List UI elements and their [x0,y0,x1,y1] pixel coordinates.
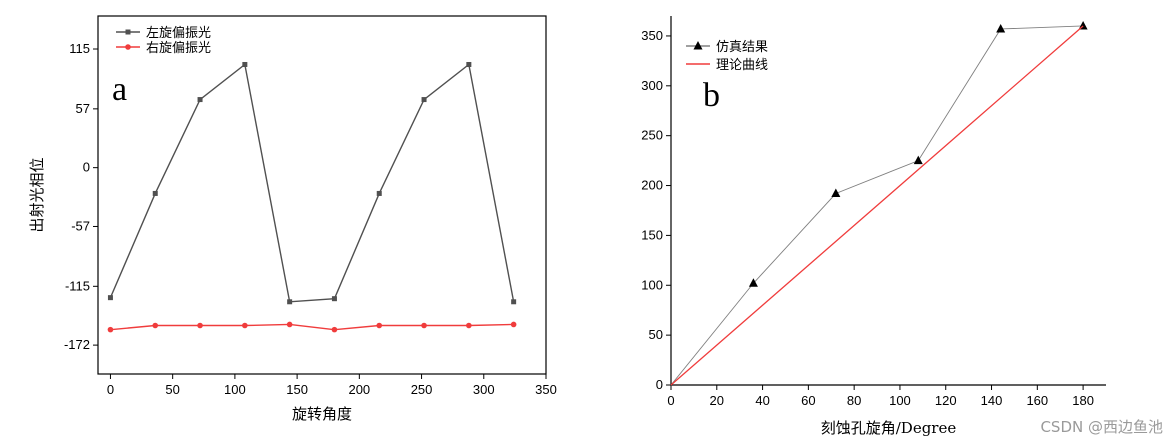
y-tick-label: 350 [641,28,663,43]
data-point-square [466,61,472,67]
plot-frame [97,15,547,375]
y-tick-label: 150 [641,227,663,242]
data-point-circle [152,322,159,329]
data-point-circle [421,322,427,329]
data-point-square [376,190,382,196]
x-tick-label: 350 [535,382,557,397]
y-tick-label: 200 [641,178,663,193]
x-axis-title: 旋转角度 [292,405,352,423]
chart-panel-b: 0 20 40 60 80 100 120 140 160 180 0 50 100 150 200 250 3… [641,16,1106,437]
x-tick-label: 60 [801,393,815,408]
data-point-square [331,296,337,302]
series-line-1 [670,25,1084,386]
x-tick-label: 140 [981,393,1003,408]
y-tick-label: 300 [641,78,663,93]
series-line-2 [670,25,1084,386]
data-point-square [107,295,113,301]
y-tick-label: 57 [76,101,90,116]
legend-label: 右旋偏振光 [146,41,211,56]
x-tick-label: 80 [847,393,861,408]
legend-marker [125,44,131,50]
data-point-square [152,190,158,196]
data-point-circle [197,322,203,329]
watermark: CSDN @西边鱼池 [1040,418,1163,436]
x-tick-label: 250 [411,382,433,397]
x-tick-label: 160 [1026,393,1048,408]
data-point-square [287,299,293,305]
data-point-circle [466,322,472,329]
x-tick-label: 100 [224,382,246,397]
data-point-square [511,299,517,305]
x-tick-label: 180 [1072,393,1094,408]
panel-label: b [703,77,720,114]
series-line-1 [109,63,515,303]
data-point-square [197,97,203,103]
data-point-circle [286,321,293,328]
legend-label: 仿真结果 [716,40,768,55]
x-tick-label: 40 [755,393,769,408]
panel-label: a [112,71,127,108]
legend-marker [693,41,703,50]
x-tick-label: 0 [107,382,114,397]
x-tick-label: 100 [889,393,911,408]
chart-panel-a: 0 50 100 150 200 250 300 350 115 57 0 -57 -115 -172 旋转… [28,15,557,423]
data-point-circle [510,321,517,328]
x-axis-title: 刻蚀孔旋角/Degree [821,419,957,437]
y-tick-label: 50 [649,327,663,342]
data-point-square [421,97,427,103]
data-point-triangle [831,188,841,198]
y-tick-label: -172 [64,337,90,352]
legend-label: 左旋偏振光 [146,26,211,41]
x-tick-label: 20 [710,393,724,408]
y-tick-label: -57 [71,218,90,233]
data-point-triangle [996,23,1006,33]
data-point-circle [331,326,338,333]
data-point-circle [242,322,248,329]
y-tick-label: 100 [641,277,663,292]
data-point-circle [376,322,383,329]
y-tick-label: -115 [65,278,90,293]
legend-marker [125,29,131,35]
x-tick-label: 120 [935,393,957,408]
y-tick-label: 0 [83,160,90,175]
data-point-triangle [913,155,923,165]
y-tick-label: 0 [656,377,663,392]
series-line-2 [110,323,514,331]
x-tick-label: 150 [286,382,308,397]
x-tick-label: 50 [165,382,179,397]
data-point-triangle [748,278,758,287]
legend-label: 理论曲线 [716,58,768,73]
data-point-circle [107,326,114,333]
y-tick-label: 115 [69,41,90,56]
x-tick-label: 300 [473,382,495,397]
x-tick-label: 0 [667,393,674,408]
y-axis-title: 出射光相位 [28,157,46,232]
x-tick-label: 200 [348,382,370,397]
y-tick-label: 250 [641,128,663,143]
data-point-square [242,61,248,67]
